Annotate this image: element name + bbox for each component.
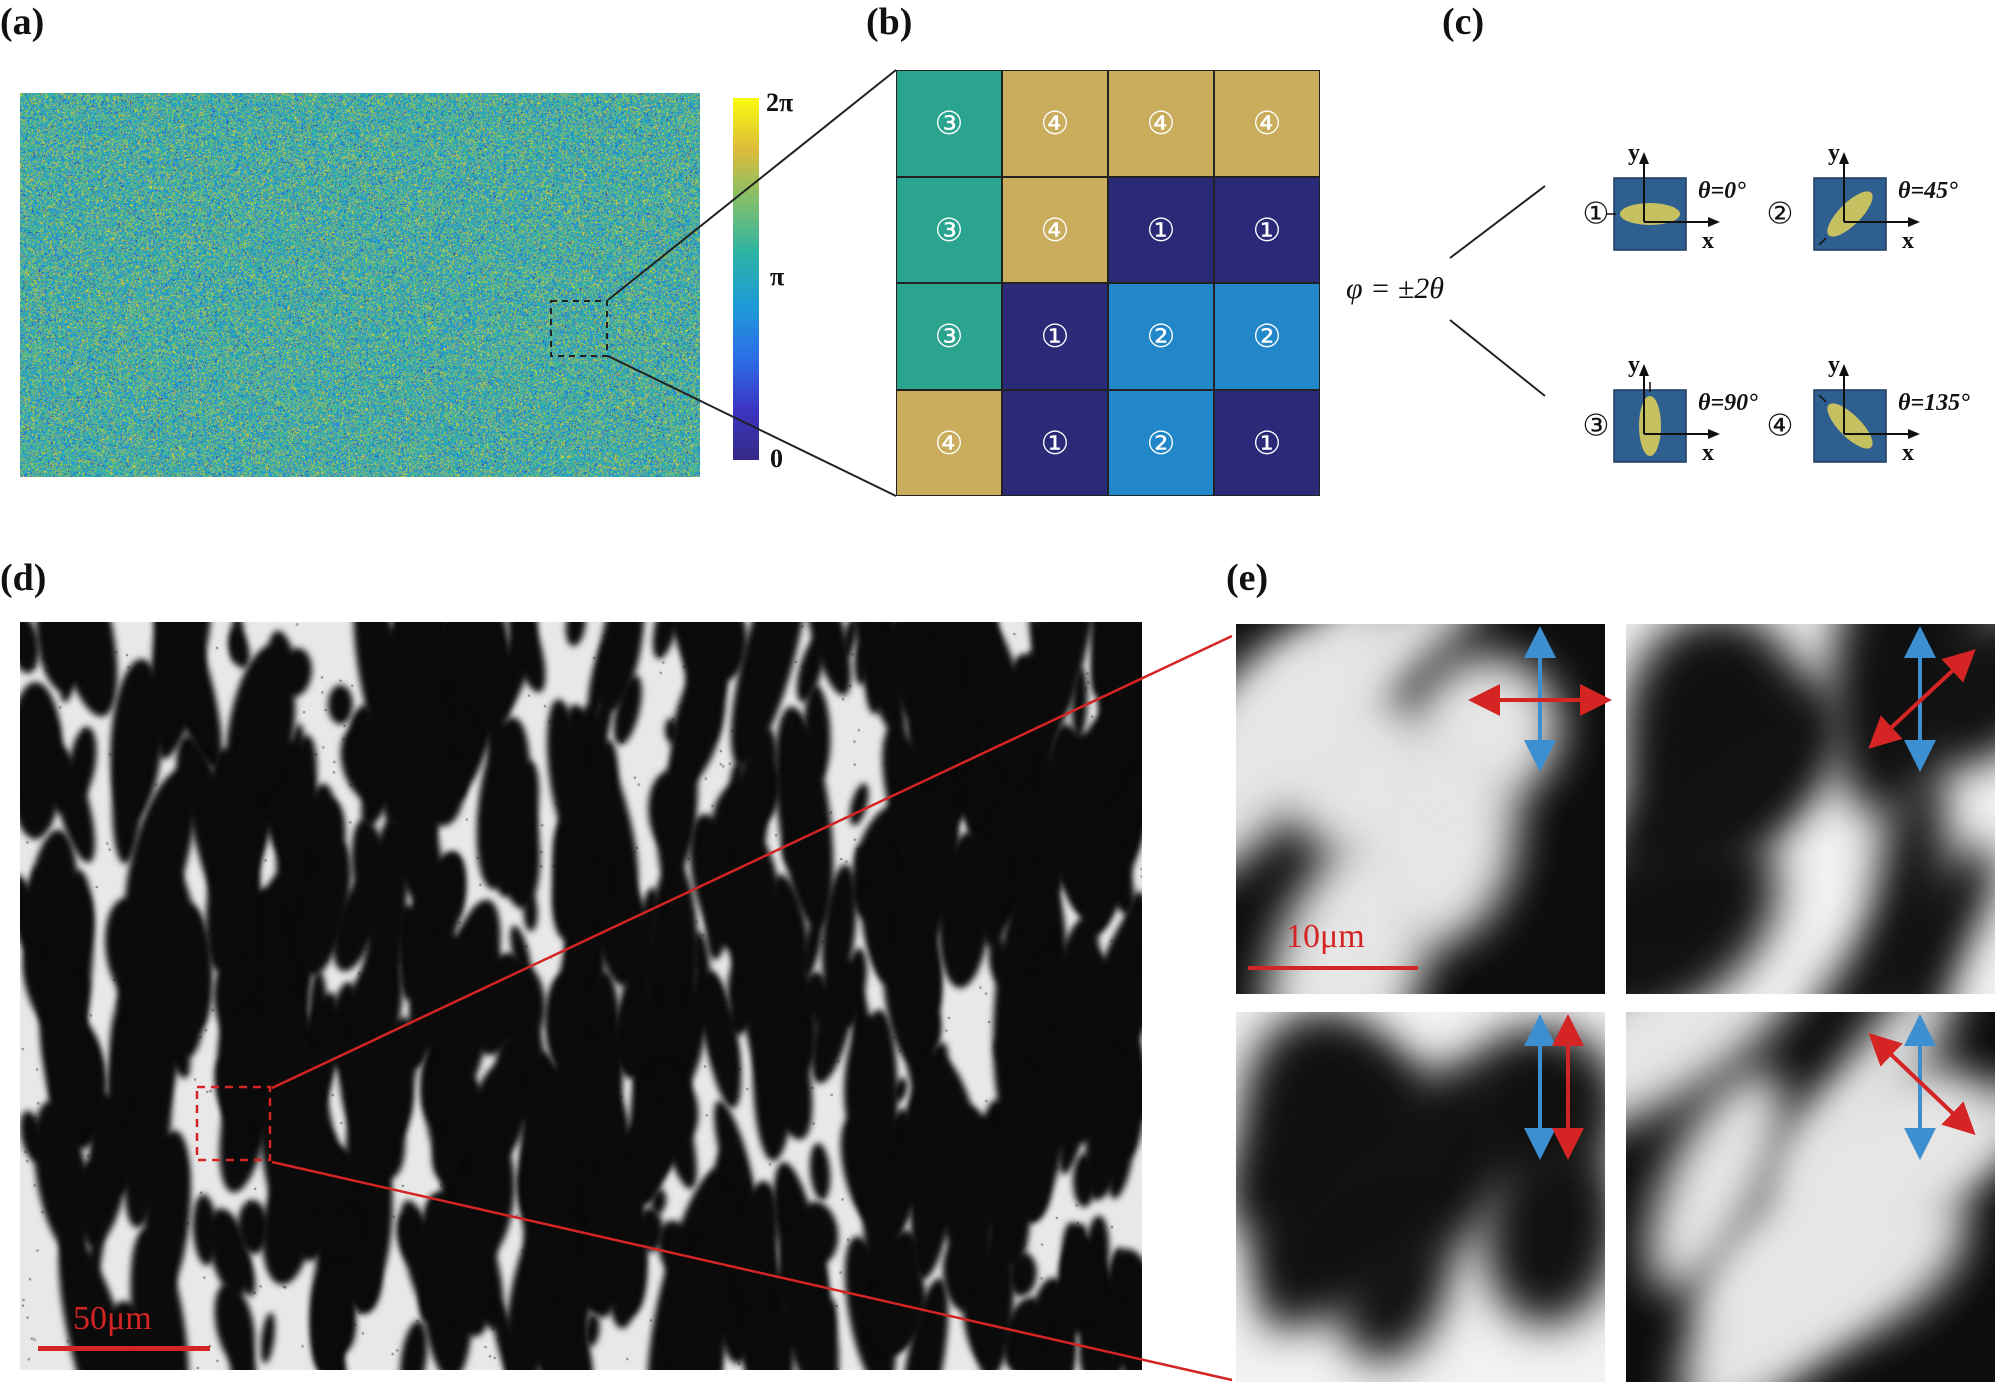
phase-relation-equation: φ = ±2θ bbox=[1346, 272, 1445, 305]
panel-label-e: (e) bbox=[1226, 557, 1269, 599]
relation-diagram: ① y x θ=0° ② y x θ=45° ③ y x θ=90° ④ y x θ=135° bbox=[1449, 140, 1970, 466]
micrograph-scalebar-label: 50μm bbox=[73, 1300, 152, 1337]
micrograph-connector-lines bbox=[271, 634, 1233, 1382]
axis-tick bbox=[1818, 237, 1827, 246]
zoom-connector-lines bbox=[607, 69, 897, 497]
colorbar bbox=[733, 98, 759, 460]
grid-cell: ② bbox=[1108, 389, 1214, 496]
y-axis-label: y bbox=[1828, 352, 1840, 378]
grid-cell: ③ bbox=[896, 176, 1002, 283]
analyzer-arrow-red-135 bbox=[1868, 1032, 1976, 1136]
y-axis-label: y bbox=[1628, 140, 1640, 166]
axis-tick bbox=[1818, 394, 1827, 403]
colorbar-tick-0: 0 bbox=[770, 444, 783, 473]
grid-cell: ③ bbox=[896, 283, 1002, 390]
x-axis-label: x bbox=[1702, 228, 1714, 254]
theta-label: θ=0° bbox=[1698, 178, 1746, 204]
y-axis-arrowhead bbox=[1839, 152, 1849, 164]
polarizer-arrows bbox=[1468, 626, 1976, 1160]
theta-label: θ=135° bbox=[1898, 390, 1970, 416]
theta-label: θ=90° bbox=[1698, 390, 1758, 416]
nanostructure-ellipse bbox=[1827, 191, 1873, 237]
x-axis-arrowhead bbox=[1908, 429, 1920, 439]
panel-label-c: (c) bbox=[1442, 1, 1485, 43]
x-axis-label: x bbox=[1902, 228, 1914, 254]
grid-cell: ② bbox=[1214, 283, 1320, 390]
relation-marker: ④ bbox=[1767, 410, 1794, 443]
panel-label-b: (b) bbox=[866, 1, 913, 43]
nanostructure-ellipse bbox=[1639, 396, 1661, 456]
micrograph-scalebar bbox=[38, 1346, 210, 1351]
x-axis-arrowhead bbox=[1708, 429, 1720, 439]
y-axis-arrowhead bbox=[1839, 364, 1849, 376]
grid-cell: ④ bbox=[1002, 176, 1108, 283]
grid-cell: ① bbox=[1214, 389, 1320, 496]
random-phase-map bbox=[20, 93, 700, 477]
grid-cell: ① bbox=[1214, 176, 1320, 283]
relation-marker: ③ bbox=[1583, 410, 1610, 443]
analyzer-arrow-red-45 bbox=[1868, 649, 1976, 749]
colorbar-tick-pi: π bbox=[770, 262, 785, 291]
relation-marker: ① bbox=[1583, 198, 1610, 231]
y-axis-label: y bbox=[1828, 140, 1840, 166]
grid-cell: ② bbox=[1108, 283, 1214, 390]
grid-cell: ③ bbox=[896, 70, 1002, 177]
micrograph-zoom-box bbox=[195, 1085, 272, 1162]
panel-label-a: (a) bbox=[0, 1, 45, 43]
theta-label: θ=45° bbox=[1898, 178, 1958, 204]
unit-cell bbox=[1813, 177, 1887, 251]
y-axis-arrowhead bbox=[1639, 364, 1649, 376]
zoom-scalebar bbox=[1248, 966, 1418, 970]
x-axis-arrowhead bbox=[1908, 217, 1920, 227]
y-axis-label: y bbox=[1628, 352, 1640, 378]
grid-cell: ④ bbox=[1214, 70, 1320, 177]
relation-marker: ② bbox=[1767, 198, 1794, 231]
grid-cell: ④ bbox=[1108, 70, 1214, 177]
polarized-micrograph bbox=[20, 622, 1142, 1370]
x-axis-label: x bbox=[1902, 440, 1914, 466]
grid-cell: ④ bbox=[896, 389, 1002, 496]
grid-cell: ④ bbox=[1002, 70, 1108, 177]
x-axis-label: x bbox=[1702, 440, 1714, 466]
grid-cell: ① bbox=[1002, 389, 1108, 496]
nanostructure-ellipse bbox=[1827, 403, 1873, 449]
grid-cell: ① bbox=[1108, 176, 1214, 283]
nanostructure-ellipse bbox=[1620, 203, 1680, 225]
y-axis-arrowhead bbox=[1639, 152, 1649, 164]
colorbar-tick-2pi: 2π bbox=[766, 88, 794, 117]
zoom-region-box bbox=[550, 300, 608, 357]
zoom-scalebar-label: 10μm bbox=[1286, 918, 1365, 955]
panel-label-d: (d) bbox=[0, 557, 47, 599]
grid-cell: ① bbox=[1002, 283, 1108, 390]
x-axis-arrowhead bbox=[1708, 217, 1720, 227]
